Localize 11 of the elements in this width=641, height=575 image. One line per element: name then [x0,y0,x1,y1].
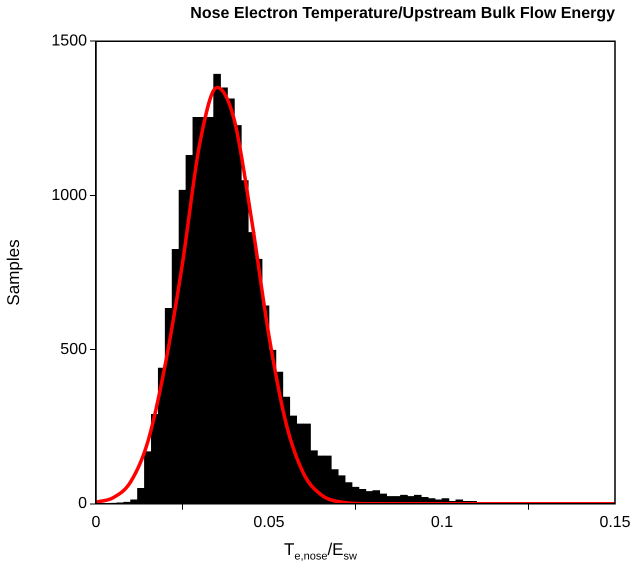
chart-title: Nose Electron Temperature/Upstream Bulk Flow Energy [190,5,616,22]
x-tick-label: 0.15 [599,514,631,531]
x-tick-label: 0.1 [430,514,454,531]
x-tick-label: 0.05 [253,514,285,531]
y-axis-title: Samples [4,239,23,306]
x-axis-title: T$_{e,nose}$/E$_{sw}$ [283,540,358,562]
y-tick-label: 500 [60,341,88,358]
y-tick-label: 0 [78,495,88,512]
y-tick-label: 1500 [51,32,88,50]
x-tick-label: 0 [92,514,101,531]
y-tick-label: 1000 [51,186,88,204]
